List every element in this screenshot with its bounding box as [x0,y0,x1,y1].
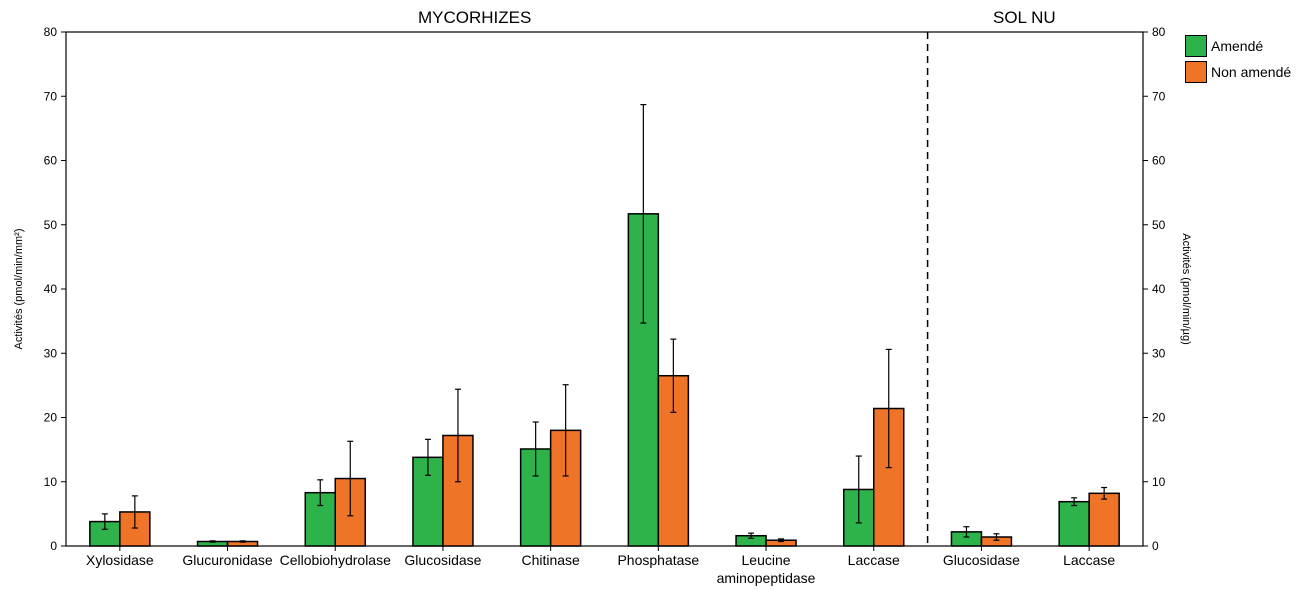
y-tick-label-right: 50 [1152,218,1166,232]
legend-item-non-amende: Non amendé [1185,59,1291,85]
y-tick-label-left: 70 [44,89,58,103]
y-tick-label-left: 10 [44,475,58,489]
y-axis-label-right: Activités (pmol/min/µg) [1180,233,1192,344]
x-tick-label: Leucine [742,552,791,568]
legend: Amendé Non amendé [1185,33,1291,85]
x-tick-label: Laccase [1063,552,1115,568]
x-tick-label: aminopeptidase [717,570,816,586]
x-tick-label: Glucuronidase [182,552,272,568]
x-tick-label: Glucosidase [943,552,1020,568]
y-tick-label-right: 10 [1152,475,1166,489]
y-tick-label-left: 50 [44,218,58,232]
legend-label-non-amende: Non amendé [1211,64,1292,80]
y-tick-label-left: 60 [44,154,58,168]
y-tick-label-left: 30 [44,346,58,360]
y-tick-label-right: 40 [1152,282,1166,296]
legend-swatch-non-amende [1185,61,1207,83]
legend-item-amende: Amendé [1185,33,1291,59]
section-title-mycorhizes: MYCORHIZES [418,8,532,27]
y-tick-label-left: 20 [44,411,58,425]
x-tick-label: Cellobiohydrolase [280,552,392,568]
legend-swatch-amende [1185,35,1207,57]
y-axis-label-left: Activités (pmol/min/mm²) [13,228,25,349]
section-title-sol-nu: SOL NU [993,8,1056,27]
y-tick-label-right: 30 [1152,346,1166,360]
y-tick-label-right: 80 [1152,25,1166,39]
y-tick-label-left: 0 [50,539,57,553]
bar-non-amende [549,429,582,547]
y-tick-label-left: 40 [44,282,58,296]
x-tick-label: Phosphatase [617,552,699,568]
x-tick-label: Chitinase [521,552,580,568]
y-tick-label-left: 80 [44,25,58,39]
x-tick-label: Laccase [848,552,900,568]
y-tick-label-right: 20 [1152,411,1166,425]
y-tick-label-right: 60 [1152,154,1166,168]
bar-non-amende [1088,492,1120,547]
y-tick-label-right: 0 [1152,539,1159,553]
y-tick-label-right: 70 [1152,89,1166,103]
x-tick-label: Xylosidase [86,552,154,568]
bar-non-amende [873,407,905,547]
x-tick-label: Glucosidase [404,552,481,568]
plot-frame [65,31,1144,547]
bar-amende [1058,500,1090,547]
legend-label-amende: Amendé [1211,38,1264,54]
